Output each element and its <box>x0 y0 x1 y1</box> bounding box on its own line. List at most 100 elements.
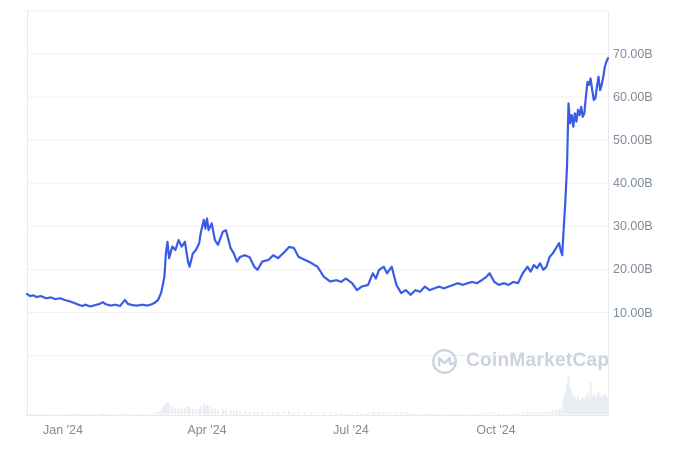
volume-bar <box>141 413 144 415</box>
volume-bar <box>512 413 515 415</box>
volume-bar <box>554 409 557 415</box>
volume-bar <box>382 412 385 415</box>
volume-bar <box>146 413 148 415</box>
volume-bar <box>171 406 174 415</box>
volume-bar <box>229 409 232 415</box>
volume-bar <box>232 410 235 415</box>
volume-bar <box>536 412 538 415</box>
volume-bar <box>76 413 79 415</box>
volume-bar <box>395 412 398 415</box>
volume-bar <box>371 411 374 415</box>
volume-bar <box>570 391 573 415</box>
volume-bar <box>101 413 104 415</box>
volume-bar <box>433 413 436 415</box>
volume-bar <box>303 412 306 415</box>
volume-bar <box>603 393 606 415</box>
volume-bar <box>378 412 381 415</box>
volume-bar <box>586 393 589 415</box>
volume-bar <box>187 406 189 415</box>
coinmarketcap-logo-icon <box>432 348 457 374</box>
x-axis-label: Oct '24 <box>476 423 516 437</box>
volume-bar <box>400 412 403 415</box>
volume-bar <box>526 411 529 415</box>
volume-bar <box>248 411 251 415</box>
volume-bar <box>591 395 594 415</box>
watermark-text: CoinMarketCap <box>466 350 610 371</box>
volume-bar <box>164 403 167 415</box>
volume-bar <box>569 387 572 415</box>
volume-bar <box>559 409 562 415</box>
volume-bar <box>521 412 524 415</box>
volume-bar <box>367 413 369 415</box>
volume-bar <box>340 413 343 415</box>
volume-bar <box>267 412 270 415</box>
volume-bar <box>592 393 595 415</box>
volume-bar <box>517 413 519 415</box>
volume-bar <box>89 413 92 415</box>
volume-bar <box>150 413 153 415</box>
volume-bar <box>316 412 319 415</box>
x-axis-label: Jul '24 <box>333 423 369 437</box>
volume-bar <box>104 413 107 415</box>
volume-bar <box>466 413 469 415</box>
volume-bar <box>54 413 57 415</box>
volume-bars <box>26 376 609 415</box>
volume-bar <box>529 412 532 415</box>
volume-bar <box>256 411 259 415</box>
y-axis-label: 40.00B <box>613 176 653 191</box>
volume-bar <box>507 413 510 415</box>
volume-bar <box>166 402 169 415</box>
volume-bar <box>81 413 84 415</box>
volume-bar <box>253 411 256 415</box>
volume-bar <box>502 413 505 415</box>
volume-bar <box>292 412 295 415</box>
volume-bar <box>160 409 163 415</box>
volume-bar <box>322 412 325 415</box>
volume-bar <box>32 413 35 415</box>
volume-bar <box>84 413 87 415</box>
volume-bar <box>243 411 246 415</box>
volume-bar <box>452 413 455 415</box>
volume-bar <box>595 395 598 415</box>
volume-bar <box>351 413 354 415</box>
volume-bar <box>207 406 210 415</box>
volume-bar <box>204 406 207 415</box>
volume-bar <box>551 409 554 415</box>
volume-bar <box>461 413 464 415</box>
volume-bar <box>283 411 286 415</box>
volume-bar <box>277 412 279 415</box>
volume-bar <box>564 391 567 415</box>
volume-bar <box>188 406 191 415</box>
volume-bar <box>297 412 300 415</box>
volume-bar <box>198 408 201 415</box>
watermark: CoinMarketCap <box>431 347 609 375</box>
volume-bar <box>199 406 202 415</box>
volume-bar <box>153 413 156 415</box>
volume-bar <box>68 413 71 415</box>
y-axis-label: 50.00B <box>613 133 653 148</box>
volume-bar <box>329 412 332 415</box>
volume-bar <box>566 384 568 415</box>
volume-bar <box>335 413 338 415</box>
volume-bar <box>174 407 177 415</box>
volume-bar <box>127 413 129 415</box>
volume-bar <box>567 376 570 415</box>
volume-bar <box>119 413 122 415</box>
volume-bar <box>575 399 578 415</box>
volume-bar <box>409 413 412 415</box>
volume-bar <box>600 397 603 415</box>
x-axis-label: Jan '24 <box>43 423 83 437</box>
volume-bar <box>191 408 194 415</box>
volume-bar <box>423 413 426 415</box>
volume-bar <box>109 413 112 415</box>
volume-bar <box>221 409 224 415</box>
y-axis-label: 70.00B <box>613 46 653 61</box>
y-axis-label: 20.00B <box>613 262 653 277</box>
volume-bar <box>123 412 126 415</box>
volume-bar <box>93 413 96 415</box>
volume-bar <box>194 409 197 415</box>
volume-bar <box>485 412 488 415</box>
volume-bar <box>548 410 551 415</box>
volume-bar <box>261 411 264 415</box>
